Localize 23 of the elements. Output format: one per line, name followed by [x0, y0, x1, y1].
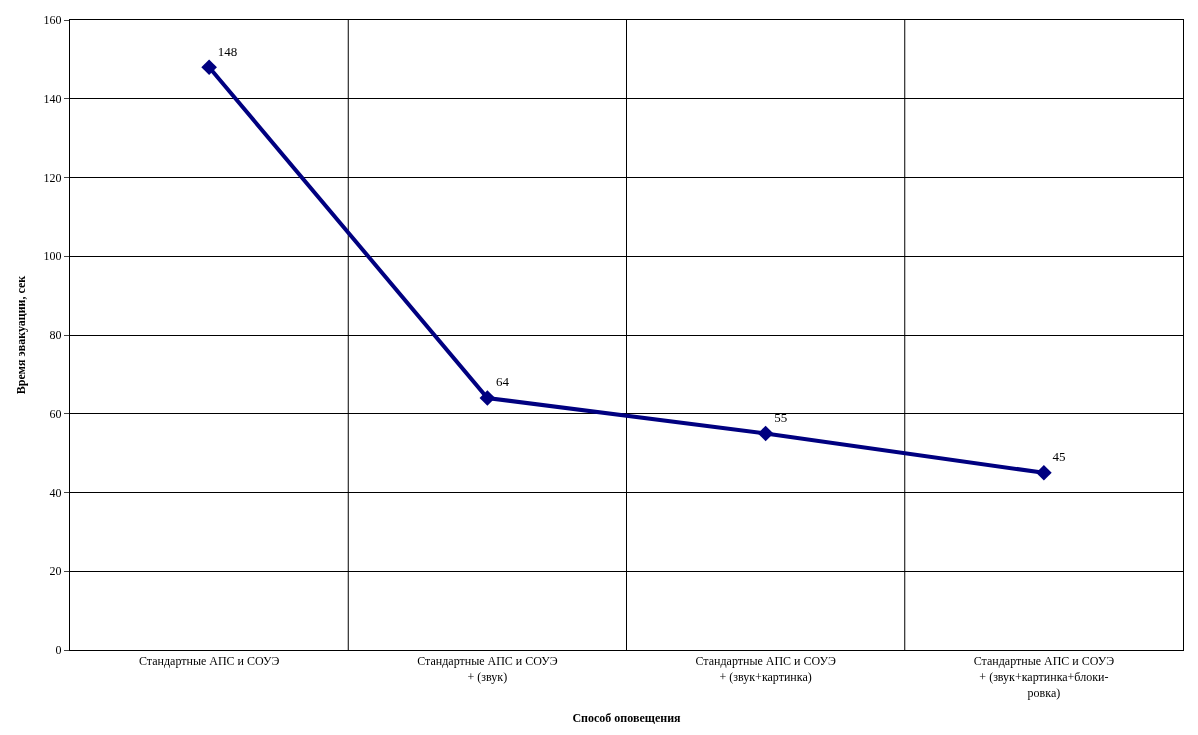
point — [757, 425, 774, 442]
y-tick-label: 140 — [43, 91, 62, 106]
y-tick-label: 40 — [49, 485, 62, 500]
y-axis-title: Время эвакуации, сек — [13, 275, 28, 395]
y-tick-label: 80 — [49, 328, 62, 343]
point — [479, 390, 496, 406]
x-tick-label: Стандартные АПС и СОУЭ + (звук) — [417, 654, 558, 684]
point — [1036, 465, 1052, 481]
data-label: 45 — [1052, 449, 1066, 465]
y-tick-label: 20 — [49, 564, 62, 579]
data-label: 148 — [217, 43, 238, 59]
x-tick-label: Стандартные АПС и СОУЭ + (звук+картинка+блоки- ровка) — [973, 654, 1115, 700]
y-tick-label: 100 — [43, 249, 62, 264]
x-axis-title: Способ оповещения — [572, 711, 682, 726]
data-label: 55 — [774, 409, 788, 425]
x-tick-label: Стандартные АПС и СОУЭ + (звук+картинка) — [695, 654, 836, 684]
point — [201, 59, 217, 76]
y-tick-label: 160 — [43, 13, 62, 28]
y-tick-label: 60 — [49, 406, 62, 421]
data-label: 64 — [495, 374, 510, 390]
y-tick-label: 0 — [55, 643, 62, 658]
y-tick-label: 120 — [43, 170, 62, 185]
x-tick-label: Стандартные АПС и СОУЭ — [138, 654, 280, 669]
